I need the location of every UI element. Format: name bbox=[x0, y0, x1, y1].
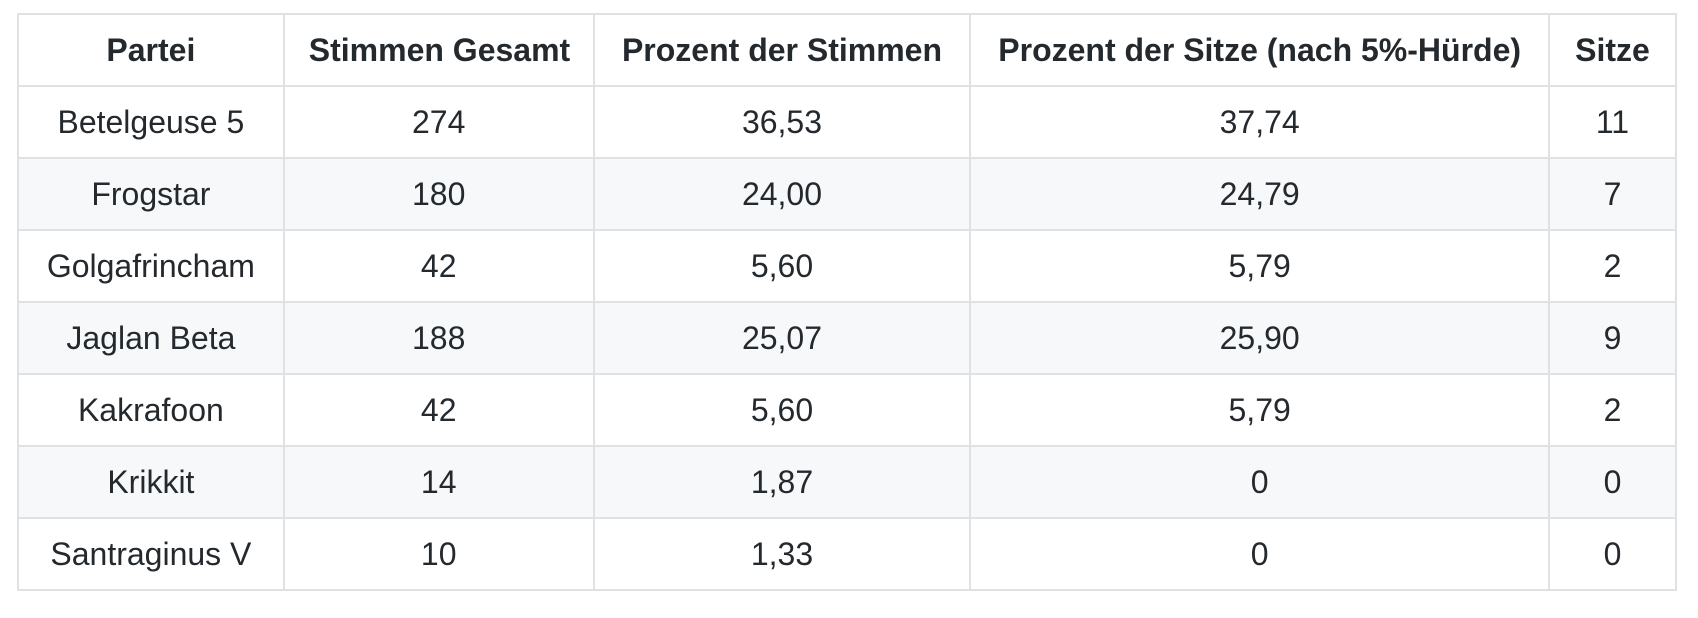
table-row: Frogstar 180 24,00 24,79 7 bbox=[17, 157, 1678, 231]
column-header-prozent-der-sitze: Prozent der Sitze (nach 5%-Hürde) bbox=[969, 13, 1550, 87]
cell-stimmen-gesamt: 274 bbox=[282, 85, 595, 159]
table-row: Jaglan Beta 188 25,07 25,90 9 bbox=[17, 301, 1678, 375]
cell-sitze: 2 bbox=[1547, 229, 1678, 303]
cell-sitze: 2 bbox=[1547, 373, 1678, 447]
cell-partei: Jaglan Beta bbox=[17, 301, 285, 375]
table-row: Krikkit 14 1,87 0 0 bbox=[17, 445, 1678, 519]
cell-prozent-der-stimmen: 25,07 bbox=[592, 301, 972, 375]
table-row: Golgafrincham 42 5,60 5,79 2 bbox=[17, 229, 1678, 303]
cell-prozent-der-sitze: 0 bbox=[969, 445, 1550, 519]
cell-prozent-der-stimmen: 1,33 bbox=[592, 517, 972, 591]
cell-prozent-der-sitze: 24,79 bbox=[969, 157, 1550, 231]
column-header-stimmen-gesamt: Stimmen Gesamt bbox=[282, 13, 595, 87]
cell-prozent-der-sitze: 5,79 bbox=[969, 229, 1550, 303]
cell-stimmen-gesamt: 42 bbox=[282, 373, 595, 447]
table-row: Santraginus V 10 1,33 0 0 bbox=[17, 517, 1678, 591]
cell-sitze: 7 bbox=[1547, 157, 1678, 231]
cell-prozent-der-sitze: 37,74 bbox=[969, 85, 1550, 159]
column-header-sitze: Sitze bbox=[1547, 13, 1678, 87]
cell-sitze: 0 bbox=[1547, 517, 1678, 591]
cell-partei: Santraginus V bbox=[17, 517, 285, 591]
cell-prozent-der-stimmen: 24,00 bbox=[592, 157, 972, 231]
cell-prozent-der-sitze: 5,79 bbox=[969, 373, 1550, 447]
cell-sitze: 9 bbox=[1547, 301, 1678, 375]
page: Partei Stimmen Gesamt Prozent der Stimme… bbox=[17, 13, 1678, 591]
cell-stimmen-gesamt: 14 bbox=[282, 445, 595, 519]
cell-stimmen-gesamt: 188 bbox=[282, 301, 595, 375]
cell-sitze: 11 bbox=[1547, 85, 1678, 159]
header-row: Partei Stimmen Gesamt Prozent der Stimme… bbox=[17, 13, 1678, 87]
cell-partei: Betelgeuse 5 bbox=[17, 85, 285, 159]
table-row: Betelgeuse 5 274 36,53 37,74 11 bbox=[17, 85, 1678, 159]
cell-stimmen-gesamt: 10 bbox=[282, 517, 595, 591]
cell-stimmen-gesamt: 42 bbox=[282, 229, 595, 303]
cell-prozent-der-stimmen: 5,60 bbox=[592, 373, 972, 447]
election-results-table: Partei Stimmen Gesamt Prozent der Stimme… bbox=[17, 13, 1678, 591]
cell-sitze: 0 bbox=[1547, 445, 1678, 519]
cell-partei: Krikkit bbox=[17, 445, 285, 519]
cell-partei: Frogstar bbox=[17, 157, 285, 231]
cell-prozent-der-stimmen: 36,53 bbox=[592, 85, 972, 159]
cell-partei: Golgafrincham bbox=[17, 229, 285, 303]
cell-prozent-der-sitze: 25,90 bbox=[969, 301, 1550, 375]
cell-stimmen-gesamt: 180 bbox=[282, 157, 595, 231]
column-header-partei: Partei bbox=[17, 13, 285, 87]
cell-partei: Kakrafoon bbox=[17, 373, 285, 447]
table-row: Kakrafoon 42 5,60 5,79 2 bbox=[17, 373, 1678, 447]
cell-prozent-der-sitze: 0 bbox=[969, 517, 1550, 591]
cell-prozent-der-stimmen: 5,60 bbox=[592, 229, 972, 303]
cell-prozent-der-stimmen: 1,87 bbox=[592, 445, 972, 519]
column-header-prozent-der-stimmen: Prozent der Stimmen bbox=[592, 13, 972, 87]
